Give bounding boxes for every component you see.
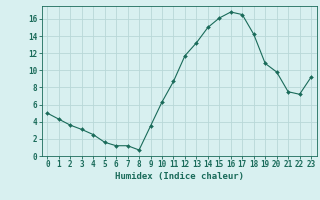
- X-axis label: Humidex (Indice chaleur): Humidex (Indice chaleur): [115, 172, 244, 181]
